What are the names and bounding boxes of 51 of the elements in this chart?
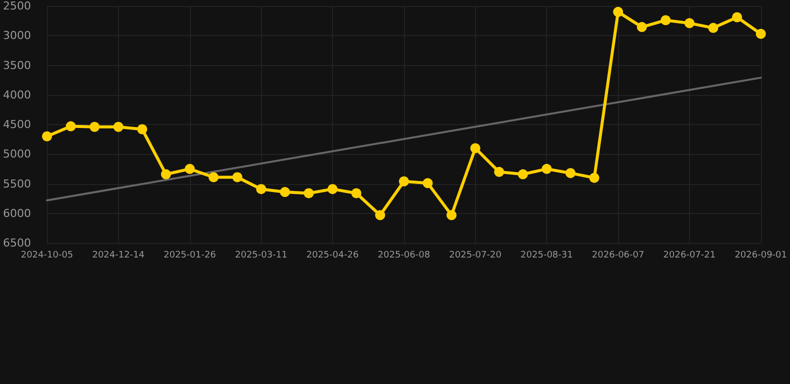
y-tick-label: 5000 — [3, 148, 31, 161]
point — [542, 164, 552, 174]
point — [184, 164, 195, 174]
point — [113, 122, 124, 132]
x-tick-label: 2026-07-21 — [663, 250, 716, 260]
y-tick-label: 3500 — [3, 58, 31, 72]
y-tick-label: 6500 — [3, 236, 31, 250]
point — [232, 172, 242, 182]
x-tick-label: 2025-06-08 — [378, 250, 430, 260]
point — [494, 166, 504, 177]
point — [398, 176, 409, 186]
point — [756, 28, 766, 39]
x-tick-label: 2025-07-20 — [449, 250, 502, 260]
point — [375, 210, 386, 220]
point — [589, 172, 600, 183]
y-tick-label: 3000 — [3, 29, 31, 42]
x-tick-label: 2025-01-26 — [164, 250, 216, 260]
x-tick-label: 2026-09-01 — [734, 250, 788, 260]
point — [328, 184, 338, 194]
point — [351, 188, 362, 198]
x-tick-label: 2026-06-07 — [592, 250, 644, 260]
point — [208, 172, 219, 182]
point — [422, 178, 433, 188]
point — [660, 15, 671, 26]
x-tick-label: 2025-03-11 — [235, 250, 288, 260]
point — [280, 187, 290, 198]
x-tick-label: 2024-10-05 — [20, 250, 74, 260]
point — [66, 121, 76, 132]
y-tick-label: 4500 — [3, 118, 31, 131]
point — [566, 168, 576, 178]
point — [636, 22, 647, 32]
point — [42, 131, 52, 142]
point — [613, 6, 624, 17]
point — [684, 18, 694, 28]
y-tick-label: 2500 — [3, 0, 31, 12]
point — [304, 188, 314, 198]
y-tick-label: 6000 — [3, 206, 31, 220]
point — [518, 169, 528, 180]
point — [160, 169, 171, 180]
point — [732, 12, 742, 22]
point — [256, 184, 266, 194]
x-tick-label: 2024-12-14 — [92, 250, 145, 260]
point — [470, 143, 480, 154]
x-tick-label: 2025-04-26 — [306, 250, 359, 260]
point — [90, 122, 100, 132]
point — [446, 210, 457, 220]
point — [708, 22, 718, 33]
point — [137, 124, 148, 134]
y-tick-label: 4000 — [3, 88, 31, 102]
y-tick-label: 5500 — [3, 177, 31, 190]
x-tick-label: 2025-08-31 — [520, 250, 573, 260]
